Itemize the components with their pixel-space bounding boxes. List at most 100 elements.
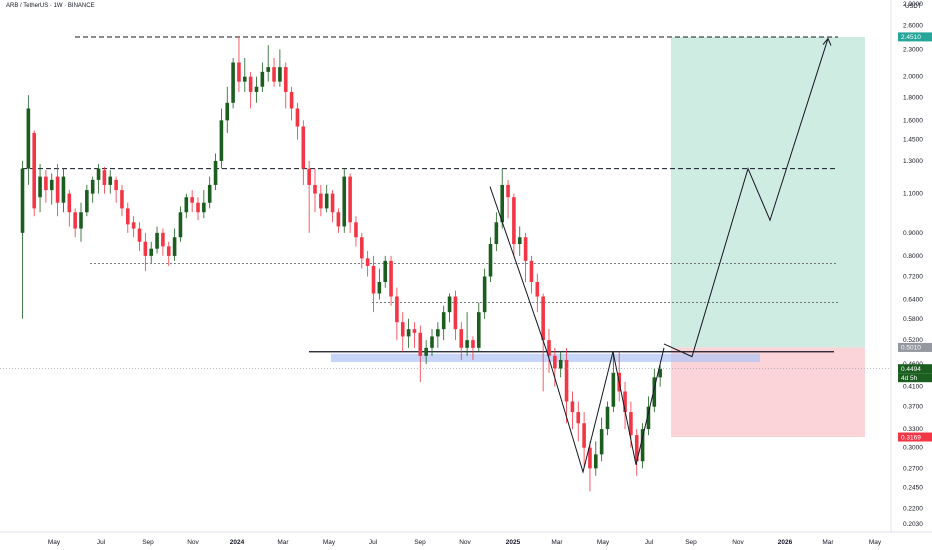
candle-body <box>477 312 481 348</box>
y-tick-label: 0.5200 <box>903 337 923 344</box>
candle <box>161 228 165 256</box>
candle-body <box>529 260 534 283</box>
candle-body <box>26 108 31 169</box>
candle-body <box>406 329 411 337</box>
y-tick-label: 1.1000 <box>903 191 923 198</box>
candle-body <box>453 296 458 330</box>
entry-price-label-bg <box>898 342 932 352</box>
y-tick-label: 0.6400 <box>903 297 923 304</box>
candle <box>143 232 148 272</box>
candle <box>38 163 42 213</box>
candle-body <box>582 423 586 448</box>
candle-body <box>558 359 563 369</box>
candle-body <box>260 71 265 87</box>
candle <box>67 190 72 227</box>
candle <box>260 62 265 92</box>
candle <box>61 168 66 213</box>
candle-body <box>330 193 335 213</box>
countdown-bg <box>898 373 932 383</box>
candle <box>90 176 95 203</box>
y-tick-label: 0.9000 <box>903 230 923 237</box>
price-labels: 2.4510 0.5010 0.4494 4d 5h 0.3169 <box>898 32 932 442</box>
candle-body <box>137 228 142 242</box>
candle-body <box>588 447 592 469</box>
candle <box>166 241 171 266</box>
x-tick-label: Mar <box>551 539 563 546</box>
y-tick-label: 2.0000 <box>903 74 923 81</box>
loss-zone[interactable] <box>671 347 865 438</box>
x-tick-label: Jul <box>645 539 654 546</box>
w-pattern-path[interactable] <box>489 186 665 474</box>
candle <box>319 184 323 217</box>
candle-body <box>114 179 118 191</box>
y-tick-label: 1.8000 <box>903 94 923 101</box>
current-price-label-text: 0.4494 <box>901 366 921 373</box>
candle <box>131 216 136 238</box>
candle-body <box>400 322 405 337</box>
candle-body <box>172 237 177 256</box>
candle-body <box>85 190 89 213</box>
candle <box>640 423 645 469</box>
candle-body <box>166 246 171 256</box>
candle-body <box>219 120 224 161</box>
candle-body <box>336 212 341 227</box>
candle-body <box>126 208 130 225</box>
candle-body <box>383 260 387 283</box>
candle <box>377 268 382 300</box>
candle <box>605 401 610 436</box>
candle-body <box>517 237 522 245</box>
symbol-title: ARB / TetherUS · 1W · BINANCE <box>6 3 95 9</box>
candle <box>196 197 200 221</box>
candle-body <box>564 359 569 402</box>
candle <box>646 396 651 436</box>
candle-body <box>488 244 493 277</box>
candle <box>471 336 475 360</box>
candle-body <box>272 67 276 82</box>
candle <box>85 184 89 217</box>
candle-body <box>213 160 218 185</box>
candle-body <box>389 260 393 297</box>
candle <box>354 216 358 247</box>
candle-body <box>149 248 153 256</box>
candle <box>73 208 77 238</box>
candle-body <box>289 91 294 109</box>
candle <box>459 322 464 360</box>
projection-path[interactable] <box>663 38 829 358</box>
countdown-text: 4d 5h <box>901 375 918 382</box>
candle-body <box>38 176 42 198</box>
candle <box>307 160 311 233</box>
candle <box>494 212 499 252</box>
x-tick-label: May <box>597 539 610 546</box>
support-zone[interactable] <box>331 353 760 363</box>
projection-arrowhead <box>822 37 832 46</box>
candle <box>535 273 540 313</box>
x-tick-label: Mar <box>822 539 834 546</box>
candle <box>79 202 83 242</box>
candle-body <box>283 67 288 92</box>
candle <box>523 232 528 283</box>
candle <box>424 340 428 365</box>
candle-body <box>441 312 446 330</box>
candle <box>383 255 387 288</box>
candle <box>360 232 364 269</box>
candle <box>406 318 411 348</box>
candle <box>289 86 294 121</box>
candle <box>295 102 300 140</box>
candle-body <box>541 296 545 341</box>
candle <box>44 170 48 203</box>
candle-body <box>605 406 610 430</box>
candle <box>594 441 598 476</box>
candle <box>588 441 592 492</box>
candle <box>582 412 586 469</box>
currency-label: USDT <box>905 4 922 10</box>
x-tick-label: May <box>869 539 882 546</box>
candle-body <box>599 429 604 455</box>
candle-body <box>90 179 95 194</box>
candle-body <box>395 296 399 323</box>
candle <box>570 391 575 430</box>
profit-zone[interactable] <box>671 36 865 348</box>
candle-body <box>278 67 282 82</box>
candle <box>266 45 270 82</box>
y-tick-label: 0.3700 <box>903 404 923 411</box>
